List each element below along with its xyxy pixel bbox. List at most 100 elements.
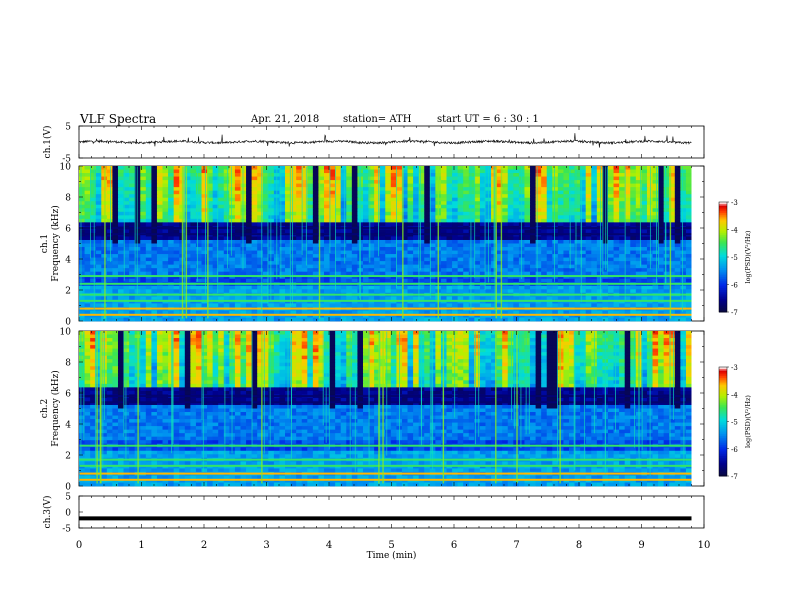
spectrogram-cell (156, 317, 163, 322)
spectrogram-cell (262, 229, 269, 234)
spectrogram-cell (557, 271, 564, 276)
spectrogram-cell (324, 208, 330, 213)
spectrogram-cell (240, 194, 247, 199)
spectrogram-cell (446, 313, 453, 318)
spectrogram-cell (457, 268, 464, 273)
spectrogram-cell (90, 204, 97, 209)
spectrogram-cell (646, 268, 653, 273)
spectrogram-cell (669, 197, 676, 202)
spectrogram-cell (351, 271, 358, 276)
spectrogram-cell (262, 275, 269, 280)
spectrogram-cell (591, 201, 598, 206)
spectrogram-cell (429, 187, 436, 192)
spectrogram-cell (296, 187, 303, 192)
spectrogram-cell (257, 169, 264, 174)
spectrogram-cell (541, 215, 548, 220)
spectrogram-cell (552, 208, 559, 213)
spectrogram-cell (674, 201, 681, 206)
spectrogram-cell (195, 222, 202, 227)
spectrogram-cell (530, 194, 536, 199)
spectrogram-cell (207, 243, 214, 248)
sferic-line (474, 166, 476, 278)
spectrogram-cell (195, 239, 202, 244)
spectrogram-cell (257, 166, 264, 170)
spectrogram-cell (262, 310, 269, 315)
spectrogram-cell (563, 243, 570, 248)
spectrogram-cell (479, 303, 486, 308)
spectrogram-cell (79, 187, 85, 192)
spectrogram-cell (452, 261, 459, 266)
spectrogram-cell (340, 180, 347, 185)
spectrogram-cell (680, 176, 687, 181)
spectrogram-cell (646, 278, 653, 283)
sferic-line (649, 166, 651, 269)
spectrogram-cell (123, 268, 130, 273)
spectrogram-cell (630, 257, 637, 262)
spectrogram-cell (346, 261, 353, 266)
spectrogram-cell (401, 285, 408, 290)
spectrogram-cell (546, 236, 553, 241)
spectrogram-cell (140, 257, 147, 262)
spectrogram-cell (351, 166, 358, 170)
spectrogram-cell (134, 197, 141, 202)
spectrogram-cell (84, 257, 91, 262)
spectrogram-cell (390, 257, 397, 262)
spectrogram-cell (658, 261, 665, 266)
spectrogram-cell (301, 271, 308, 276)
spectrogram-cell (240, 271, 247, 276)
spectrogram-cell (535, 236, 542, 241)
spectrogram-cell (569, 243, 575, 248)
spectrogram-cell (401, 254, 408, 258)
spectrogram-cell (390, 215, 397, 220)
spectrogram-cell (546, 268, 553, 273)
spectrogram-cell (312, 278, 319, 283)
spectrogram-cell (117, 183, 124, 188)
spectrogram-cell (90, 187, 97, 192)
spectrogram-cell (374, 254, 381, 258)
spectrogram-cell (312, 313, 319, 318)
spectrogram-cell (212, 264, 219, 269)
spectrogram-cell (84, 208, 91, 213)
spectrogram-cell (524, 176, 531, 181)
spectrogram-cell (663, 303, 670, 308)
spectrogram-cell (195, 275, 202, 280)
spectrogram-cell (162, 264, 169, 269)
spectrogram-cell (379, 310, 386, 315)
spectrogram-cell (607, 204, 614, 209)
spectrogram-cell (134, 317, 141, 322)
spectrogram-cell (658, 271, 665, 276)
spectrogram-cell (246, 264, 253, 269)
spectrogram-cell (518, 310, 525, 315)
spectrogram-cell (574, 268, 581, 273)
spectrogram-cell (530, 197, 536, 202)
spectrogram-cell (301, 303, 308, 308)
spectrogram-cell (530, 303, 536, 308)
spectrogram-cell (368, 218, 375, 223)
spectrogram-cell (641, 243, 648, 248)
spectrogram-cell (318, 271, 325, 276)
spectrogram-cell (312, 187, 319, 192)
spectrogram-cell (285, 180, 291, 185)
spectrogram-cell (285, 303, 291, 308)
spectrogram-cell (524, 317, 531, 322)
spectrogram-cell (140, 250, 147, 255)
spectrogram-cell (474, 236, 481, 241)
spectrogram-cell (374, 303, 381, 308)
spectrogram-cell (479, 250, 486, 255)
spectrogram-cell (324, 215, 330, 220)
spectrogram-cell (257, 194, 264, 199)
spectrogram-cell (279, 204, 286, 209)
spectrogram-cell (84, 289, 91, 294)
spectrogram-cell (279, 208, 286, 213)
spectrogram-cell (346, 229, 353, 234)
spectrogram-cell (624, 208, 631, 213)
spectrogram-cell (457, 201, 464, 206)
spectrogram-cell (145, 296, 152, 301)
spectrogram-cell (507, 239, 514, 244)
spectrogram-cell (195, 247, 202, 251)
spectrogram-cell (195, 218, 202, 223)
spectrogram-cell (362, 176, 369, 181)
spectrogram-cell (596, 250, 603, 255)
spectrogram-cell (195, 250, 202, 255)
spectrogram-cell (223, 278, 230, 283)
